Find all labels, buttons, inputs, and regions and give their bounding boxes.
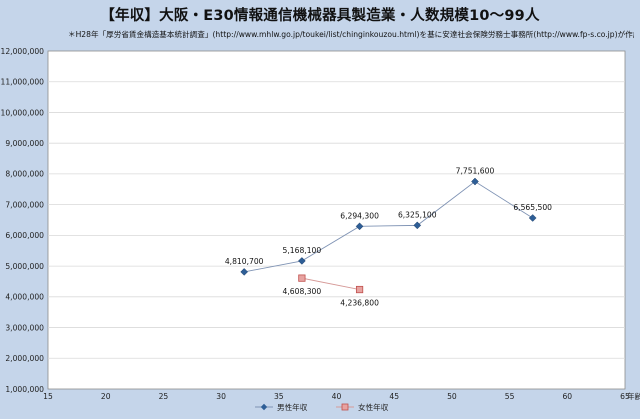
series-line-male	[244, 180, 533, 273]
data-label: 6,294,300	[340, 211, 379, 220]
data-point-female	[298, 274, 306, 282]
data-label: 6,325,100	[398, 210, 437, 219]
y-tick-label: 11,000,000	[1, 78, 45, 87]
y-tick-label: 7,000,000	[5, 200, 44, 209]
y-tick-label: 1,000,000	[5, 385, 44, 394]
legend-marker-female	[341, 403, 349, 411]
y-tick-label: 12,000,000	[1, 47, 45, 56]
x-tick-label: 60	[562, 392, 572, 401]
legend-label-female: 女性年収	[358, 402, 389, 412]
y-tick-label: 8,000,000	[5, 170, 44, 179]
data-point-male	[528, 214, 537, 222]
chart-title: 【年収】大阪・E30情報通信機械器具製造業・人数規模10～99人	[100, 8, 540, 24]
legend-label-male: 男性年収	[277, 402, 308, 412]
plot-area	[47, 50, 626, 390]
chart-source-note: ＊H28年「厚労省賃金構造基本統計調査」(http://www.mhlw.go.…	[68, 30, 634, 39]
data-point-male	[355, 222, 364, 231]
data-label: 7,751,600	[456, 167, 495, 176]
x-axis-label: 年齢	[627, 391, 640, 401]
y-tick-label: 6,000,000	[5, 231, 44, 240]
x-tick-label: 40	[332, 392, 342, 401]
data-label: 4,236,800	[340, 299, 379, 308]
y-tick-label: 5,000,000	[5, 262, 44, 271]
x-tick-label: 30	[216, 392, 226, 401]
data-point-male	[240, 268, 249, 276]
x-tick-label: 45	[389, 392, 399, 401]
x-tick-label: 55	[505, 392, 515, 401]
y-tick-label: 10,000,000	[1, 108, 45, 117]
x-tick-label: 15	[43, 392, 53, 401]
data-point-male	[471, 177, 479, 186]
data-label: 5,168,100	[283, 246, 322, 255]
x-tick-label: 50	[447, 392, 457, 401]
series-line-female	[301, 277, 360, 290]
data-label: 6,565,500	[513, 203, 552, 212]
y-tick-label: 9,000,000	[5, 139, 44, 148]
y-tick-label: 3,000,000	[5, 323, 44, 332]
legend-marker-male	[260, 403, 268, 411]
data-point-male	[298, 257, 306, 265]
x-tick-label: 20	[101, 392, 111, 401]
data-label: 4,608,300	[283, 287, 322, 296]
data-point-female	[355, 285, 364, 294]
y-tick-label: 2,000,000	[5, 354, 44, 363]
y-tick-label: 4,000,000	[5, 293, 44, 302]
data-label: 4,810,700	[225, 257, 264, 266]
x-tick-label: 65	[620, 392, 630, 401]
data-point-male	[413, 221, 422, 230]
x-tick-label: 25	[159, 392, 169, 401]
x-tick-label: 35	[274, 392, 284, 401]
